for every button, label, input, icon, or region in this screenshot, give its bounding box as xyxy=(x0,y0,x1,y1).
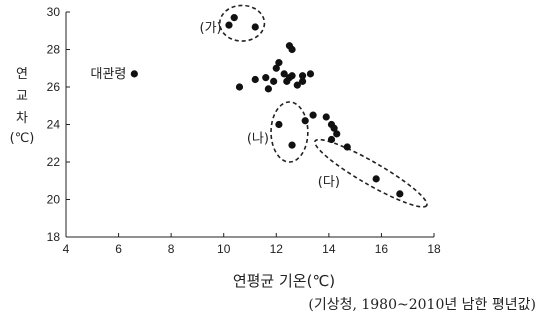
data-point xyxy=(264,85,272,93)
group-label: (가) xyxy=(200,21,222,36)
group-ellipse xyxy=(314,138,428,208)
data-point xyxy=(293,81,301,89)
x-tick-label: 6 xyxy=(115,242,122,256)
y-tick-label: 18 xyxy=(47,230,61,244)
data-point xyxy=(251,75,259,84)
x-tick-label: 18 xyxy=(427,242,441,256)
data-point xyxy=(270,77,278,85)
x-tick-label: 16 xyxy=(375,242,389,256)
data-point xyxy=(288,141,296,149)
x-tick-label: 12 xyxy=(270,242,284,256)
data-point xyxy=(288,45,296,54)
data-point xyxy=(280,70,288,78)
data-point xyxy=(288,72,296,80)
y-axis-label-unit: (℃) xyxy=(10,131,35,146)
point-label-daegwallyeong: 대관령 xyxy=(90,67,126,82)
x-axis-label: 연평균 기온(℃) xyxy=(233,272,335,290)
data-point xyxy=(298,77,307,85)
data-point xyxy=(309,111,317,119)
data-point xyxy=(372,175,380,183)
source-note: (기상청, 1980~2010년 남한 평년값) xyxy=(308,297,536,313)
data-point xyxy=(130,70,138,78)
data-points xyxy=(130,14,404,198)
data-point xyxy=(230,14,238,22)
y-tick-label: 22 xyxy=(47,155,61,169)
y-tick-label: 20 xyxy=(47,193,61,207)
group-ellipse xyxy=(270,101,309,163)
data-point xyxy=(343,143,351,151)
x-tick-label: 14 xyxy=(322,242,336,256)
data-point xyxy=(330,124,338,132)
data-point xyxy=(333,130,341,138)
y-tick-label: 28 xyxy=(47,43,61,57)
data-point xyxy=(275,120,283,129)
data-point xyxy=(262,74,270,82)
y-tick-label: 26 xyxy=(47,80,61,94)
y-axis-label-char-3: 차 xyxy=(16,111,28,126)
group-label: (다) xyxy=(318,175,340,190)
data-point xyxy=(251,23,259,31)
data-point xyxy=(322,113,330,121)
data-point xyxy=(235,83,244,91)
group-ellipse xyxy=(218,4,266,42)
data-point xyxy=(275,59,283,67)
data-point xyxy=(396,190,404,198)
chart-labels: 연 교 차 (℃) 연평균 기온(℃) (기상청, 1980~2010년 남한 … xyxy=(10,67,536,313)
y-tick-label: 30 xyxy=(47,5,61,19)
data-point xyxy=(327,135,336,144)
data-point xyxy=(225,21,233,29)
data-point xyxy=(301,117,309,125)
x-tick-label: 8 xyxy=(168,242,175,256)
y-axis-label-char-1: 연 xyxy=(16,67,28,82)
y-tick-label: 24 xyxy=(47,118,61,132)
group-ellipses: (가) (나) (다) xyxy=(200,4,428,208)
chart-axes: 18 20 22 24 26 28 30 4 6 8 10 12 14 16 18 xyxy=(47,5,441,256)
y-axis-label-char-2: 교 xyxy=(16,89,28,104)
data-point xyxy=(306,70,315,78)
x-tick-label: 10 xyxy=(217,242,231,256)
group-label: (나) xyxy=(247,132,269,147)
data-point xyxy=(298,72,307,80)
data-point xyxy=(272,64,280,72)
x-tick-label: 4 xyxy=(63,242,70,256)
